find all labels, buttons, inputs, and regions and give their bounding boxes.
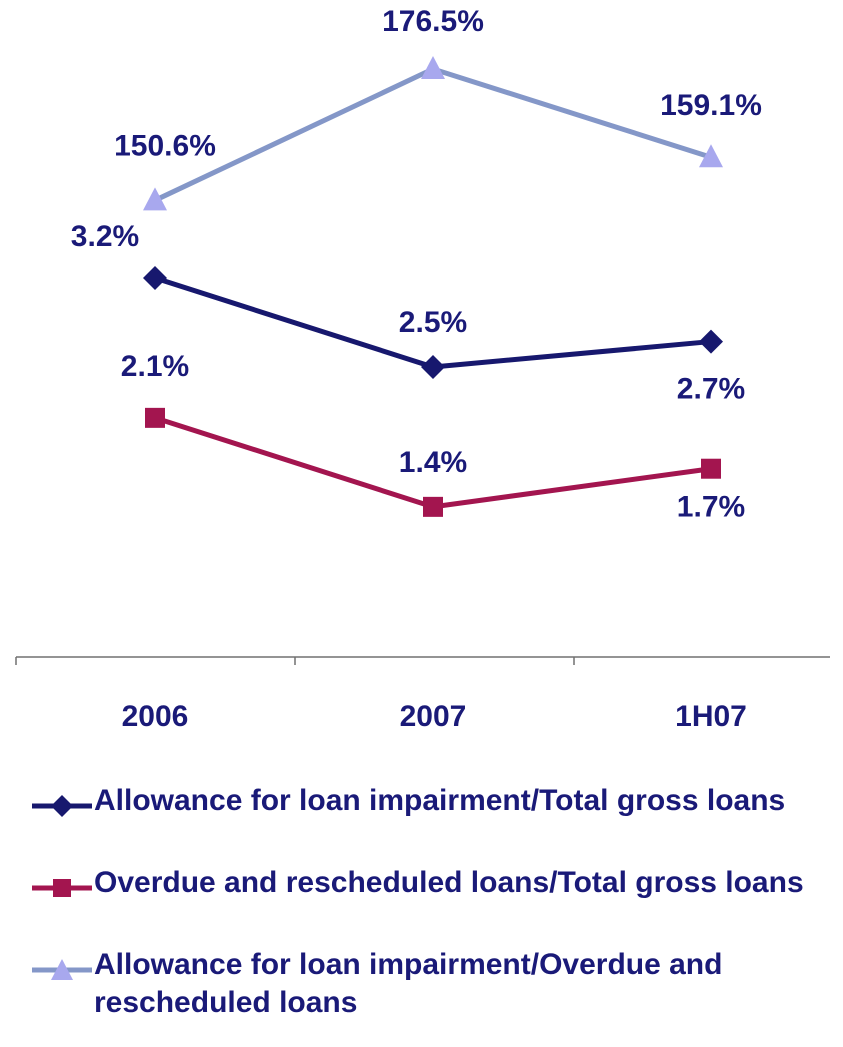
legend-label: Allowance for loan impairment/Overdue an… (94, 948, 723, 1019)
series-2-point-2006 (143, 187, 167, 211)
series-1-point-2006 (145, 407, 165, 428)
series-1-point-1h07 (701, 458, 721, 479)
series-1-data-label-2007: 1.4% (399, 446, 467, 479)
legend-item-allowance-overdue: Allowance for loan impairment/Overdue an… (30, 946, 830, 1028)
series-0-data-label-2006: 3.2% (71, 220, 139, 253)
series-0-point-2007 (421, 355, 445, 379)
legend-label: Overdue and rescheduled loans/Total gros… (94, 866, 804, 899)
series-0-data-label-1h07: 2.7% (677, 373, 745, 406)
legend-triangle-marker-icon (32, 959, 92, 980)
legend-item-allowance-total: Allowance for loan impairment/Total gros… (30, 782, 830, 864)
legend-item-overdue-total: Overdue and rescheduled loans/Total gros… (30, 864, 830, 946)
legend-label: Allowance for loan impairment/Total gros… (94, 784, 786, 817)
chart-legend: Allowance for loan impairment/Total gros… (30, 782, 830, 1028)
legend-square-marker-icon (32, 879, 92, 897)
line-chart: 2006 2007 1H07 3.2% 2.5% 2.7% 2.1% 1.4% 1.7% 150.… (15, 5, 830, 733)
series-line-2 (153, 66, 712, 203)
series-2-data-label-2007: 176.5% (382, 5, 484, 38)
series-0-data-label-2007: 2.5% (399, 306, 467, 339)
series-2-point-2007 (421, 56, 445, 79)
x-tick-label-2007: 2007 (400, 700, 467, 733)
series-2-data-label-1h07: 159.1% (660, 89, 762, 122)
series-0-point-2006 (143, 266, 167, 291)
series-1-point-2007 (423, 496, 443, 517)
x-tick-label-1h07: 1H07 (675, 700, 747, 733)
series-2-point-1h07 (699, 144, 723, 168)
series-1-data-label-1h07: 1.7% (677, 491, 745, 524)
series-0-point-1h07 (699, 329, 723, 354)
series-2-data-label-2006: 150.6% (114, 129, 216, 162)
legend-diamond-marker-icon (32, 795, 92, 817)
x-tick-label-2006: 2006 (122, 700, 189, 733)
series-1-data-label-2006: 2.1% (121, 350, 189, 383)
